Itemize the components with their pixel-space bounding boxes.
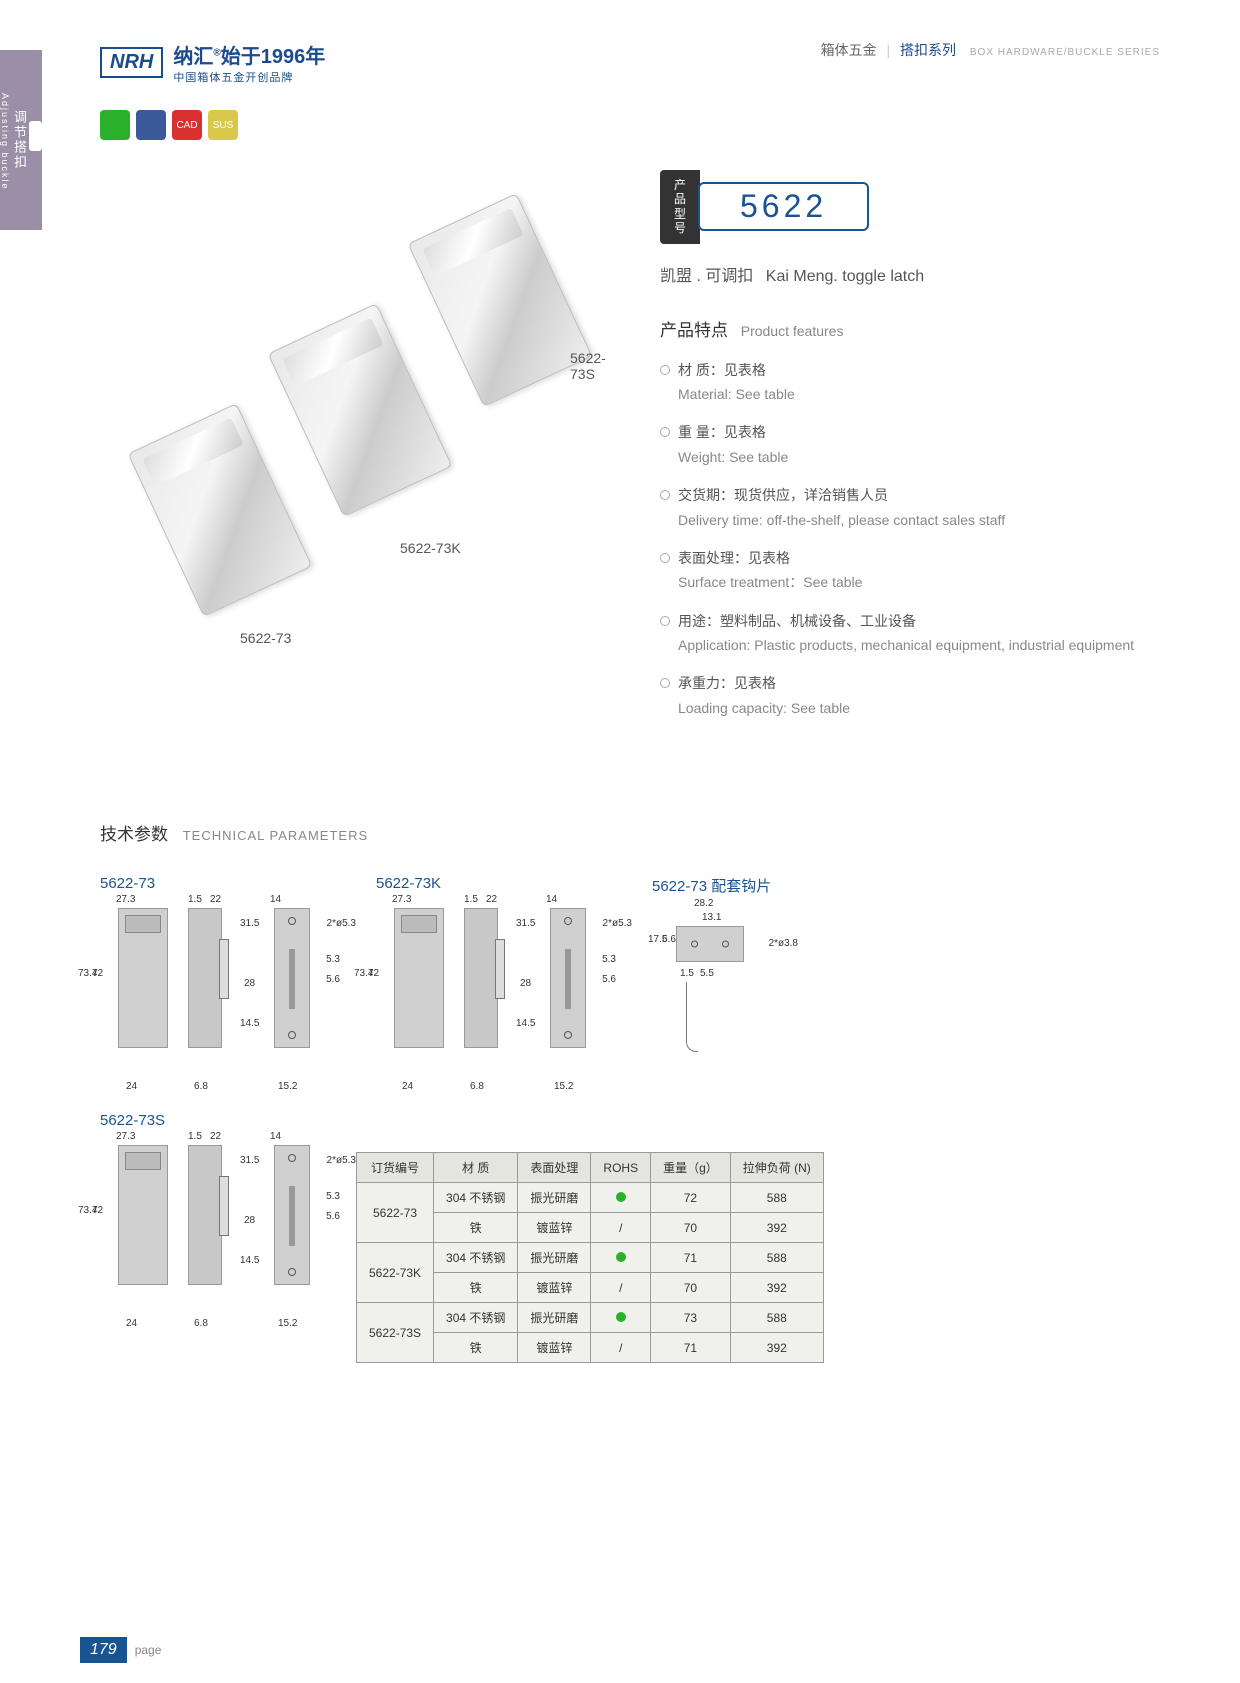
feature-item: 交货期：现货供应，详洽销售人员Delivery time: off-the-sh… xyxy=(660,484,1160,531)
drawing-group-label: 5622-73K xyxy=(376,875,592,892)
drawing-group-label: 5622-73 配套钩片 xyxy=(652,875,771,896)
product-info: 产品 型号 5622 凯盟 . 可调扣 Kai Meng. toggle lat… xyxy=(620,170,1160,735)
drawings-row-bottom: 5622-73S 27.3 73.4 72 24 1.5 22 6.8 14 3… xyxy=(100,1112,1160,1363)
page-number: 179 xyxy=(80,1637,127,1663)
product-name: 凯盟 . 可调扣 Kai Meng. toggle latch xyxy=(660,262,1160,286)
feature-item: 材 质：见表格Material: See table xyxy=(660,359,1160,406)
table-header: 订货编号 xyxy=(357,1153,434,1183)
tech-drawing-front: 27.3 73.4 72 24 xyxy=(100,908,170,1078)
side-tab-cn: 调节搭扣 xyxy=(10,110,29,170)
tech-drawing-back: 14 31.5 28 14.5 2*ø5.3 5.3 5.6 15.2 xyxy=(532,908,592,1078)
tech-section: 技术参数 TECHNICAL PARAMETERS 5622-73 27.3 7… xyxy=(100,820,1160,1363)
feature-item: 表面处理：见表格Surface treatment：See table xyxy=(660,547,1160,594)
table-header: 重量（g） xyxy=(651,1153,731,1183)
brand-cn: 纳汇®始于1996年 xyxy=(173,40,325,69)
tech-drawing-side: 1.5 22 6.8 xyxy=(464,908,514,1078)
tech-drawing-side: 1.5 22 6.8 xyxy=(188,1145,238,1315)
model-badge: 产品 型号 5622 xyxy=(660,170,1160,244)
spec-table: 订货编号材 质表面处理ROHS重量（g）拉伸负荷 (N)5622-73304 不… xyxy=(356,1152,824,1363)
crumb-en: BOX HARDWARE/BUCKLE SERIES xyxy=(970,47,1160,58)
brand-sub: 中国箱体五金开创品牌 xyxy=(173,69,325,85)
drawing-group: 5622-73K 27.3 73.4 72 24 1.5 22 6.8 14 3… xyxy=(376,875,592,1082)
crumb-main: 箱体五金 xyxy=(821,42,877,58)
product-section: 5622-73 5622-73K 5622-73S 产品 型号 5622 凯盟 . … xyxy=(100,170,1160,735)
tech-drawing-hook: 28.2 13.1 17.5 6.6 2*ø3.8 1.5 5.5 xyxy=(652,912,762,1082)
tech-drawing-back: 14 31.5 28 14.5 2*ø5.3 5.3 5.6 15.2 xyxy=(256,1145,316,1315)
drawing-group: 5622-73S 27.3 73.4 72 24 1.5 22 6.8 14 3… xyxy=(100,1112,316,1315)
side-tab-en: Adjusting buckle xyxy=(0,93,10,191)
product-latch-label: 5622-73K xyxy=(400,540,461,556)
tech-drawing-side: 1.5 22 6.8 xyxy=(188,908,238,1078)
tech-title: 技术参数 TECHNICAL PARAMETERS xyxy=(100,820,1160,845)
table-row: 5622-73K304 不锈钢振光研磨71588 xyxy=(357,1243,824,1273)
tech-drawing-back: 14 31.5 28 14.5 2*ø5.3 5.3 5.6 15.2 xyxy=(256,908,316,1078)
table-row: 5622-73304 不锈钢振光研磨72588 xyxy=(357,1183,824,1213)
table-header: 材 质 xyxy=(434,1153,518,1183)
clamp-icon xyxy=(29,121,42,151)
page-label: page xyxy=(135,1643,162,1657)
logo-block: NRH 纳汇®始于1996年 中国箱体五金开创品牌 xyxy=(100,40,325,85)
table-header: 拉伸负荷 (N) xyxy=(730,1153,823,1183)
product-images: 5622-735622-73K5622-73S xyxy=(100,170,620,630)
feature-badge xyxy=(100,110,130,140)
crumb-category: 搭扣系列 xyxy=(900,42,956,58)
product-latch-image xyxy=(128,403,313,617)
feature-item: 用途：塑料制品、机械设备、工业设备Application: Plastic pr… xyxy=(660,610,1160,657)
product-latch-label: 5622-73S xyxy=(570,350,620,382)
features-title: 产品特点 Product features xyxy=(660,316,1160,341)
drawing-group-label: 5622-73 xyxy=(100,875,316,892)
side-category-tab: 调节搭扣 Adjusting buckle xyxy=(0,50,42,230)
icon-badge-row: CADSUS xyxy=(100,110,238,140)
logo-mark: NRH xyxy=(100,47,163,78)
feature-list: 材 质：见表格Material: See table 重 量：见表格Weight:… xyxy=(660,359,1160,720)
drawing-group-label: 5622-73S xyxy=(100,1112,316,1129)
model-number: 5622 xyxy=(698,182,869,231)
product-latch-image xyxy=(408,193,593,407)
page-header: NRH 纳汇®始于1996年 中国箱体五金开创品牌 箱体五金 | 搭扣系列 BO… xyxy=(100,40,1160,85)
feature-badge xyxy=(136,110,166,140)
table-header: 表面处理 xyxy=(518,1153,591,1183)
feature-badge: SUS xyxy=(208,110,238,140)
drawing-group: 5622-73 27.3 73.4 72 24 1.5 22 6.8 14 31… xyxy=(100,875,316,1082)
product-latch-image xyxy=(268,303,453,517)
breadcrumb: 箱体五金 | 搭扣系列 BOX HARDWARE/BUCKLE SERIES xyxy=(821,40,1160,60)
model-label: 产品 型号 xyxy=(660,170,700,244)
tech-drawing-front: 27.3 73.4 72 24 xyxy=(100,1145,170,1315)
drawings-row-top: 5622-73 27.3 73.4 72 24 1.5 22 6.8 14 31… xyxy=(100,875,1160,1082)
feature-item: 承重力：见表格Loading capacity: See table xyxy=(660,672,1160,719)
page-footer: 179 page xyxy=(80,1637,161,1663)
drawing-group: 5622-73 配套钩片 28.2 13.1 17.5 6.6 2*ø3.8 1… xyxy=(652,875,771,1082)
tech-drawing-front: 27.3 73.4 72 24 xyxy=(376,908,446,1078)
table-header: ROHS xyxy=(591,1153,651,1183)
table-row: 5622-73S304 不锈钢振光研磨73588 xyxy=(357,1303,824,1333)
feature-item: 重 量：见表格Weight: See table xyxy=(660,421,1160,468)
feature-badge: CAD xyxy=(172,110,202,140)
product-latch-label: 5622-73 xyxy=(240,630,291,646)
